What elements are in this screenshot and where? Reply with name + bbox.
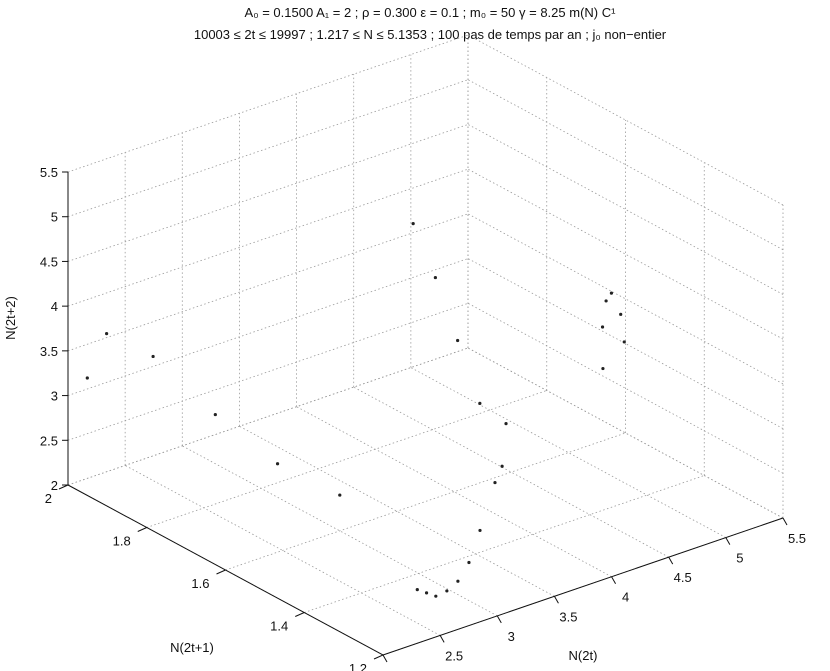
data-point (213, 412, 217, 417)
y-tick-label: 1.4 (270, 619, 288, 634)
data-point (622, 340, 626, 344)
x-tick-label: 3 (508, 629, 515, 644)
z-tick-label: 2.5 (40, 433, 58, 448)
tick-labels: 22.533.544.555.51.21.41.61.8222.533.544.… (40, 165, 806, 671)
x-tick-mark (782, 517, 788, 526)
data-point (105, 332, 109, 336)
y-tick-label: 1.8 (113, 534, 131, 549)
data-point (619, 312, 623, 316)
data-point (467, 560, 471, 565)
data-point (600, 325, 605, 329)
data-point (478, 528, 482, 533)
data-point (500, 464, 504, 468)
back-wall-grid-line (67, 302, 469, 441)
floor-grid-line (146, 390, 547, 528)
x-tick-label: 4.5 (674, 570, 692, 585)
data-point (424, 591, 429, 595)
data-point (504, 422, 508, 426)
x-tick-mark (439, 635, 445, 643)
y-tick-mark (137, 527, 147, 532)
chart-title-line-2: 10003 ≤ 2t ≤ 19997 ; 1.217 ≤ N ≤ 5.1353 … (194, 27, 667, 42)
y-axis-label: N(2t+1) (170, 640, 214, 655)
grid-lines (67, 34, 784, 656)
y-tick-label: 1.6 (191, 576, 209, 591)
data-point (434, 594, 438, 598)
y-tick-label: 2 (45, 491, 52, 506)
x-tick-label: 2 (393, 668, 400, 671)
back-wall-grid-line (67, 34, 469, 173)
z-tick-label: 3 (51, 389, 58, 404)
floor-grid-line (353, 386, 669, 558)
data-point (338, 493, 342, 497)
z-axis-label: N(2t+2) (3, 296, 18, 340)
x-axis-label: N(2t) (569, 648, 598, 663)
back-wall-grid-line (67, 168, 469, 307)
floor-grid-line (304, 475, 705, 613)
back-wall-grid-line (67, 213, 469, 352)
data-point (275, 462, 280, 466)
side-wall-grid-line (467, 213, 784, 385)
data-points (85, 222, 626, 598)
x-tick-label: 4 (622, 590, 629, 605)
x-tick-label: 5 (736, 551, 743, 566)
z-tick-label: 5 (51, 210, 58, 225)
data-point (415, 588, 419, 592)
z-tick-label: 4.5 (40, 254, 58, 269)
y-tick-mark (58, 484, 69, 490)
data-point (456, 338, 460, 343)
chart-title-line-1: A₀ = 0.1500 A₁ = 2 ; ρ = 0.300 ε = 0.1 ;… (245, 5, 617, 20)
floor-grid-line (296, 406, 612, 578)
z-tick-label: 3.5 (40, 344, 58, 359)
floor-grid-line (225, 432, 626, 571)
x-tick-mark (553, 596, 559, 604)
x-tick-mark (382, 654, 388, 663)
data-point (456, 579, 460, 583)
data-point (151, 354, 155, 359)
z-tick-label: 2 (51, 478, 58, 493)
y-tick-mark (373, 654, 384, 660)
back-wall-grid-line (67, 79, 469, 218)
x-tick-label: 5.5 (788, 531, 806, 546)
data-point (478, 401, 482, 405)
x-tick-mark (725, 537, 731, 545)
back-wall-grid-line (67, 124, 469, 262)
back-wall-grid-line (67, 258, 469, 396)
z-tick-label: 4 (51, 299, 58, 314)
y-tick-mark (295, 612, 305, 617)
y-tick-label: 1.2 (349, 661, 367, 671)
back-wall-grid-line (67, 347, 469, 486)
floor-grid-line (410, 367, 727, 538)
x-tick-mark (668, 556, 674, 565)
y-tick-mark (216, 569, 226, 575)
data-point (609, 291, 614, 295)
data-point (445, 589, 449, 593)
data-point (433, 275, 437, 280)
x-tick-label: 2.5 (445, 648, 463, 663)
x-tick-mark (611, 576, 617, 584)
data-point (601, 366, 605, 371)
axes (58, 171, 788, 663)
x-axis-line (382, 517, 784, 656)
data-point (493, 480, 497, 485)
data-point (604, 299, 608, 303)
z-tick-label: 5.5 (40, 165, 58, 180)
data-point (85, 376, 89, 380)
side-wall-grid-line (467, 168, 784, 340)
data-point (411, 222, 415, 226)
x-tick-label: 3.5 (559, 609, 577, 624)
x-tick-mark (496, 615, 502, 624)
